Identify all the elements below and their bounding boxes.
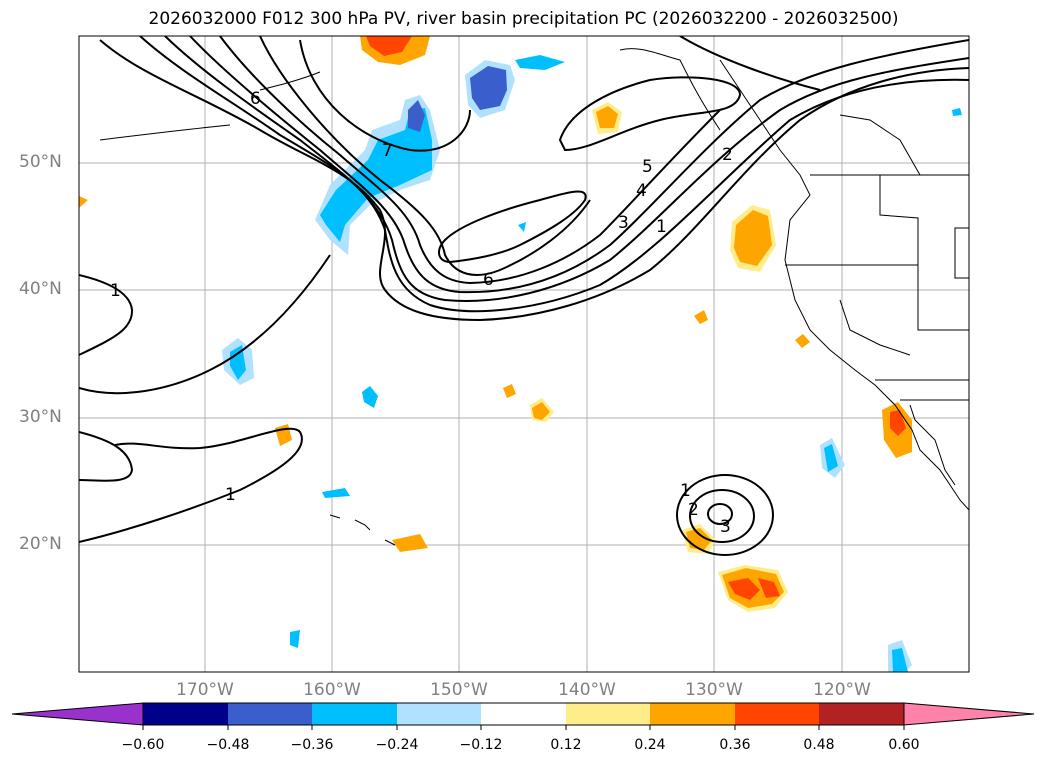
- lat-label: 40°N: [19, 279, 62, 299]
- lon-label: 150°W: [430, 680, 488, 700]
- contour-label: 3: [720, 517, 731, 537]
- colorbar-tick-label: −0.24: [375, 737, 419, 753]
- colorbar-tick-label: 0.36: [719, 737, 751, 753]
- lon-label: 170°W: [176, 680, 234, 700]
- colorbar-tick-label: 0.24: [634, 737, 666, 753]
- pv-contours: [79, 36, 969, 556]
- precip-positive-areas: [79, 36, 912, 612]
- colorbar-tick-label: 0.12: [550, 737, 582, 753]
- colorbar-tick-label: −0.36: [290, 737, 334, 753]
- lon-label: 160°W: [303, 680, 361, 700]
- colorbar-tick-label: −0.60: [121, 737, 165, 753]
- colorbar-tick-label: −0.48: [206, 737, 250, 753]
- contour-label: 1: [110, 281, 121, 301]
- lon-label: 120°W: [813, 680, 871, 700]
- lat-label: 30°N: [19, 407, 62, 427]
- contour-label: 7: [382, 141, 393, 161]
- precip-negative-areas: [222, 55, 962, 672]
- contour-label: 2: [688, 500, 699, 520]
- colorbar-tick-label: 0.48: [803, 737, 835, 753]
- contour-label: 1: [680, 481, 691, 501]
- contour-label: 1: [225, 485, 236, 505]
- contour-label: 1: [656, 217, 667, 237]
- coastlines: [99, 48, 969, 546]
- contour-label: 3: [618, 213, 629, 233]
- map-title: 2026032000 F012 300 hPa PV, river basin …: [148, 9, 899, 29]
- colorbar: [11, 702, 1035, 730]
- contour-label: 6: [483, 270, 494, 290]
- lon-label: 140°W: [558, 680, 616, 700]
- map-frame: [78, 35, 970, 673]
- contour-label-group: 6 7 5 4 3 1 6 1 1 1 2 3 2: [110, 89, 733, 537]
- contour-label: 2: [722, 145, 733, 165]
- lon-label: 130°W: [685, 680, 743, 700]
- contour-label: 6: [250, 89, 261, 109]
- colorbar-tick-label: −0.12: [459, 737, 503, 753]
- contour-label: 4: [636, 181, 647, 201]
- contour-label: 5: [642, 157, 653, 177]
- lat-label: 20°N: [19, 534, 62, 554]
- colorbar-tick-label: 0.60: [888, 737, 920, 753]
- lat-label: 50°N: [19, 152, 62, 172]
- colorbar-extend-low: [11, 702, 144, 726]
- colorbar-extend-high: [903, 702, 1035, 726]
